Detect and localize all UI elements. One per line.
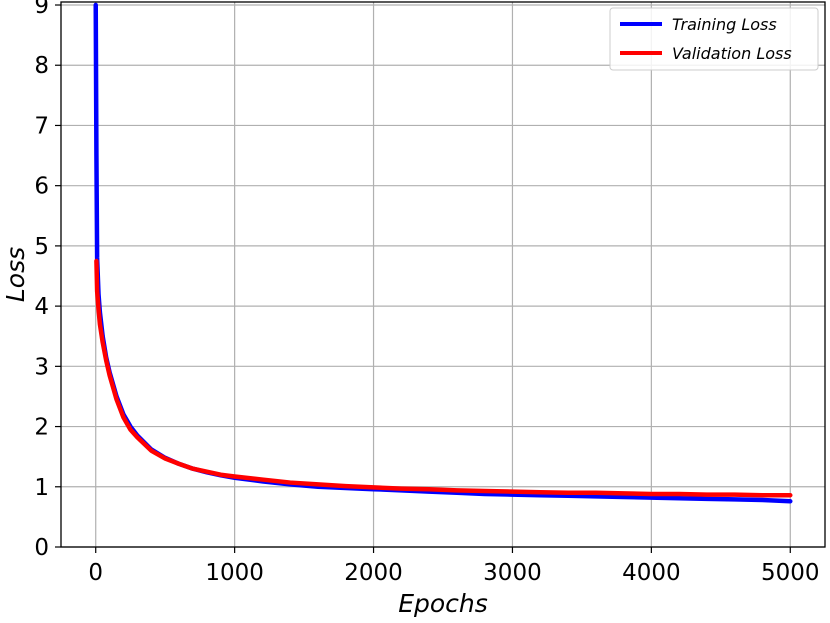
legend-label-training: Training Loss: [672, 15, 777, 34]
y-tick-label: 5: [34, 234, 49, 260]
x-tick-label: 3000: [483, 560, 542, 586]
y-tick-label: 9: [34, 0, 49, 19]
grid: [61, 2, 825, 548]
y-tick-label: 2: [34, 415, 49, 441]
x-tick-label: 5000: [761, 560, 820, 586]
y-tick-label: 7: [34, 113, 49, 139]
y-tick-label: 4: [34, 294, 49, 320]
legend: Training Loss Validation Loss: [609, 7, 819, 71]
y-tick-label: 3: [34, 354, 49, 380]
y-axis-label: Loss: [1, 247, 30, 302]
x-tick-label: 1000: [205, 560, 264, 586]
y-tick-label: 1: [34, 475, 49, 501]
series-layer: [93, 2, 793, 504]
x-axis-label: Epochs: [398, 589, 488, 618]
y-tick-label: 6: [34, 174, 49, 200]
x-tick-label: 2000: [344, 560, 403, 586]
axis-ticks: 0 1000 2000 3000 4000 5000 0 1 2 3 4 5 6 7 8 9: [34, 0, 819, 586]
y-tick-label: 0: [34, 535, 49, 561]
validation-loss-line: [94, 258, 793, 498]
legend-label-validation: Validation Loss: [672, 44, 792, 63]
y-tick-label: 8: [34, 53, 49, 79]
plot-frame: [60, 1, 826, 548]
x-tick-label: 0: [88, 560, 103, 586]
x-tick-label: 4000: [622, 560, 681, 586]
